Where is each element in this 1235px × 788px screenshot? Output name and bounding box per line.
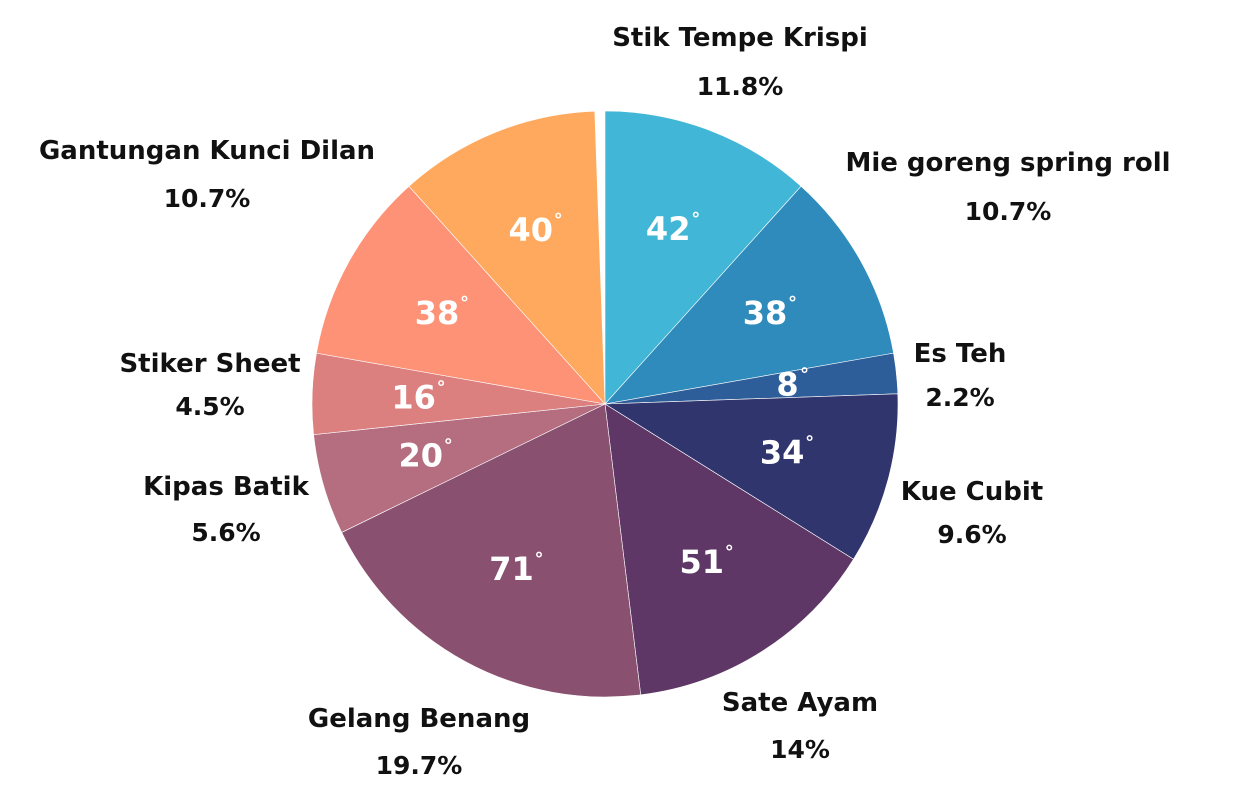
degree-label-stiker-sheet: 16 ° xyxy=(391,377,445,416)
slice-percent-kue-cubit: 9.6% xyxy=(937,520,1006,549)
degree-label-mie-goreng-spring-roll: 38 ° xyxy=(743,293,797,332)
degree-value: 8 xyxy=(776,365,798,403)
degree-label-kue-cubit: 34 ° xyxy=(760,433,814,472)
degree-value: 42 xyxy=(646,210,691,248)
pie-slice-stik-tempe-krispi xyxy=(604,110,802,405)
slice-percent-sate-ayam: 14% xyxy=(770,735,830,764)
slice-percent-stik-tempe-krispi: 11.8% xyxy=(697,72,784,101)
degree-label-es-teh: 8 ° xyxy=(776,364,809,403)
degree-symbol: ° xyxy=(554,210,563,231)
degree-symbol: ° xyxy=(535,549,544,570)
degree-label-gelang-benang: 71 ° xyxy=(489,549,543,588)
slice-name-es-teh: Es Teh xyxy=(914,339,1007,369)
degree-value: 51 xyxy=(679,543,724,581)
degree-value: 40 xyxy=(508,211,553,249)
degree-value: 16 xyxy=(391,378,436,416)
slice-percent-es-teh: 2.2% xyxy=(925,383,994,412)
pie-slices xyxy=(311,110,899,698)
slice-percent-stiker-sheet: 4.5% xyxy=(175,392,244,421)
pie-slice-slice-10 xyxy=(408,110,606,405)
slice-name-gantungan-kunci-dilan: Gantungan Kunci Dilan xyxy=(39,136,375,166)
pie-slice-kue-cubit xyxy=(604,393,899,560)
degree-symbol: ° xyxy=(460,293,469,314)
slice-percent-kipas-batik: 5.6% xyxy=(191,518,260,547)
degree-symbol: ° xyxy=(725,542,734,563)
slice-name-kipas-batik: Kipas Batik xyxy=(143,472,309,502)
slice-name-gelang-benang: Gelang Benang xyxy=(308,704,530,734)
degree-label-kipas-batik: 20 ° xyxy=(398,436,452,475)
slice-percent-gantungan-kunci-dilan: 10.7% xyxy=(164,184,251,213)
pie-slice-sate-ayam xyxy=(604,403,854,696)
slice-name-mie-goreng-spring-roll: Mie goreng spring roll xyxy=(845,148,1170,178)
degree-symbol: ° xyxy=(788,293,797,314)
pie-slice-mie-goreng-spring-roll xyxy=(604,185,894,405)
degree-label-stik-tempe-krispi: 42 ° xyxy=(646,209,700,248)
slice-percent-gelang-benang: 19.7% xyxy=(376,751,463,780)
slice-labels: Stik Tempe Krispi 11.8% Mie goreng spring … xyxy=(39,23,1171,780)
slice-name-stiker-sheet: Stiker Sheet xyxy=(119,349,300,379)
degree-symbol: ° xyxy=(437,377,446,398)
degree-label-sate-ayam: 51 ° xyxy=(679,542,733,581)
degree-value: 20 xyxy=(398,437,443,475)
degree-value: 71 xyxy=(489,550,534,588)
degree-symbol: ° xyxy=(691,209,700,230)
degree-label-slice-10: 40 ° xyxy=(508,210,562,249)
degree-label-gantungan-kunci-dilan: 38 ° xyxy=(415,293,469,332)
slice-name-stik-tempe-krispi: Stik Tempe Krispi xyxy=(612,23,868,53)
degree-symbol: ° xyxy=(800,364,809,385)
slice-name-kue-cubit: Kue Cubit xyxy=(901,477,1043,507)
pie-slice-gantungan-kunci-dilan xyxy=(316,185,606,405)
pie-slice-gelang-benang xyxy=(341,403,642,698)
slice-name-sate-ayam: Sate Ayam xyxy=(722,688,878,718)
degree-value: 38 xyxy=(415,294,460,332)
degree-value: 38 xyxy=(743,294,788,332)
degree-labels: 42 °38 °8 °34 °51 °71 °20 °16 °38 °40 ° xyxy=(391,209,814,588)
degree-symbol: ° xyxy=(805,433,814,454)
degree-value: 34 xyxy=(760,434,805,472)
degree-symbol: ° xyxy=(444,436,453,457)
slice-percent-mie-goreng-spring-roll: 10.7% xyxy=(965,197,1052,226)
